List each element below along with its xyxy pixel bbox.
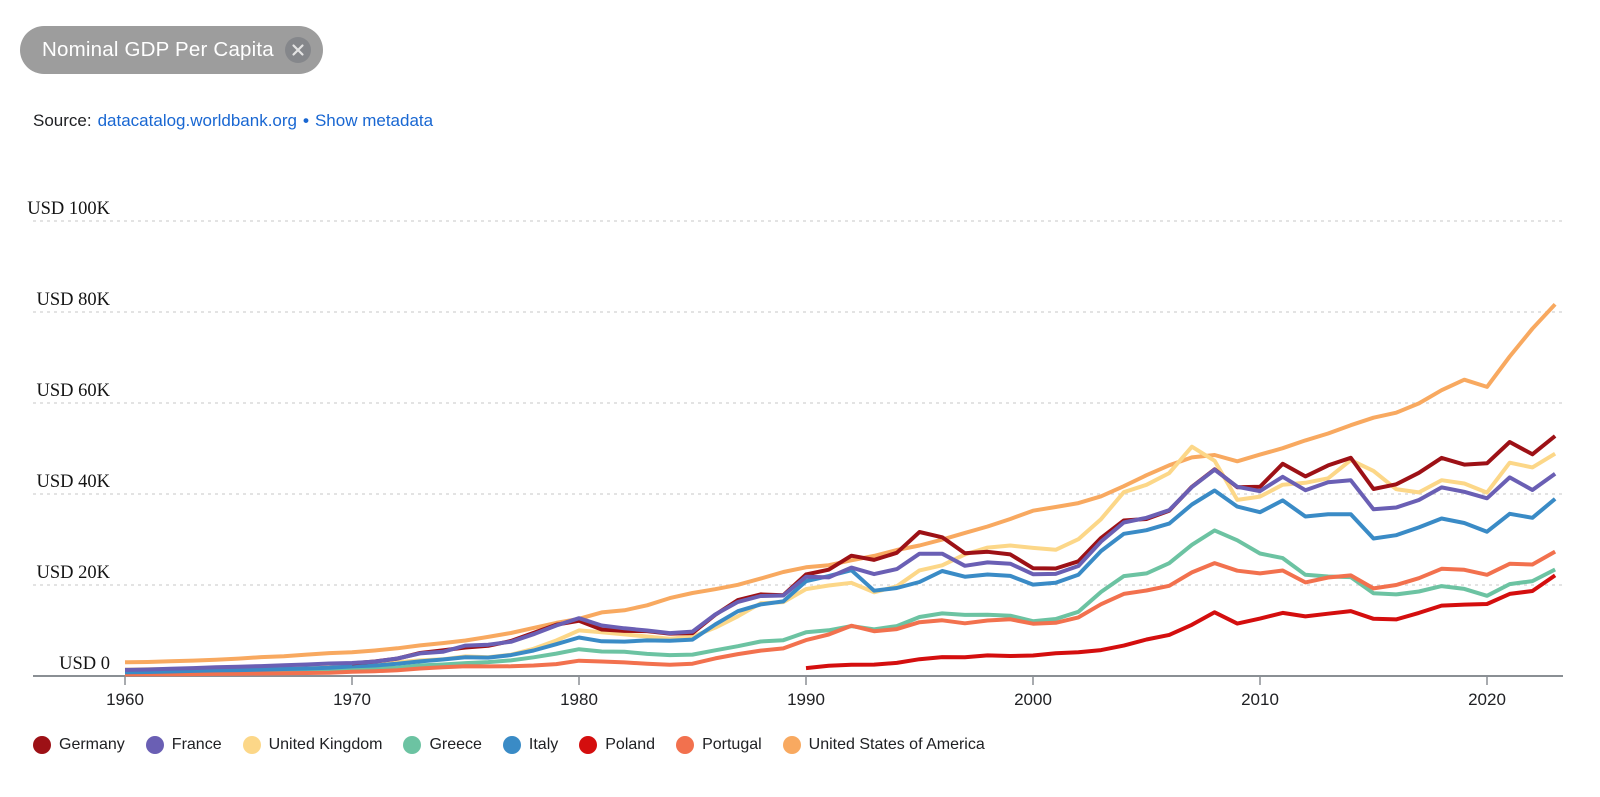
legend-color-dot bbox=[579, 736, 598, 754]
y-axis-label: USD 20K bbox=[37, 563, 111, 583]
source-link[interactable]: datacatalog.worldbank.org bbox=[97, 111, 298, 130]
legend-item-greece: Greece bbox=[403, 736, 482, 754]
legend-color-dot bbox=[676, 736, 695, 754]
legend-item-france: France bbox=[145, 736, 222, 754]
legend-item-germany: Germany bbox=[33, 736, 125, 754]
gdp-line-chart[interactable]: USD 100K USD 80K USD 60K USD 40K USD 20K USD … bbox=[0, 185, 1600, 720]
series-line-united-states-of-america[interactable] bbox=[124, 302, 1557, 665]
legend-item-poland: Poland bbox=[579, 736, 655, 754]
close-icon bbox=[292, 44, 304, 56]
y-axis-label: USD 60K bbox=[37, 381, 111, 401]
legend-label: France bbox=[171, 736, 222, 753]
series-line-france[interactable] bbox=[124, 467, 1557, 672]
legend-label: Italy bbox=[528, 736, 559, 753]
remove-filter-button[interactable] bbox=[284, 37, 311, 63]
legend-color-dot bbox=[782, 736, 801, 754]
legend-label: United States of America bbox=[808, 736, 985, 753]
legend-label: Portugal bbox=[702, 736, 762, 753]
y-axis-label: USD 0 bbox=[59, 654, 110, 674]
x-axis-label: 1990 bbox=[787, 690, 825, 709]
y-axis-label: USD 80K bbox=[37, 290, 111, 310]
legend-color-dot bbox=[242, 736, 261, 754]
legend-item-united-states-of-america: United States of America bbox=[782, 736, 985, 754]
y-axis-label: USD 100K bbox=[27, 199, 110, 219]
x-axis-label: 2000 bbox=[1014, 690, 1052, 709]
legend-label: Greece bbox=[429, 736, 482, 753]
legend-color-dot bbox=[403, 736, 422, 754]
x-axis-label: 1960 bbox=[106, 690, 144, 709]
legend-color-dot bbox=[145, 736, 164, 754]
source-separator: • bbox=[303, 111, 309, 130]
legend-label: United Kingdom bbox=[268, 736, 383, 753]
filter-chip-label: Nominal GDP Per Capita bbox=[42, 38, 274, 61]
legend-item-united-kingdom: United Kingdom bbox=[242, 736, 383, 754]
source-line: Source: datacatalog.worldbank.org • Show… bbox=[33, 111, 433, 131]
filter-chip: Nominal GDP Per Capita bbox=[20, 26, 323, 74]
source-prefix: Source: bbox=[33, 111, 92, 130]
series-line-italy[interactable] bbox=[124, 488, 1557, 675]
show-metadata-link[interactable]: Show metadata bbox=[314, 111, 434, 130]
legend-item-portugal: Portugal bbox=[676, 736, 762, 754]
y-axis-label: USD 40K bbox=[37, 472, 111, 492]
x-axis-label: 2020 bbox=[1468, 690, 1506, 709]
series-line-portugal[interactable] bbox=[124, 549, 1557, 677]
legend-color-dot bbox=[502, 736, 521, 754]
x-axis-label: 1970 bbox=[333, 690, 371, 709]
legend-label: Germany bbox=[59, 736, 125, 753]
x-axis-label: 2010 bbox=[1241, 690, 1279, 709]
chart-legend: Germany France United Kingdom Greece Italy Po… bbox=[33, 727, 985, 763]
series-line-poland[interactable] bbox=[805, 573, 1557, 671]
x-axis-label: 1980 bbox=[560, 690, 598, 709]
legend-color-dot bbox=[33, 736, 51, 754]
legend-item-italy: Italy bbox=[502, 736, 559, 754]
legend-label: Poland bbox=[605, 736, 656, 753]
